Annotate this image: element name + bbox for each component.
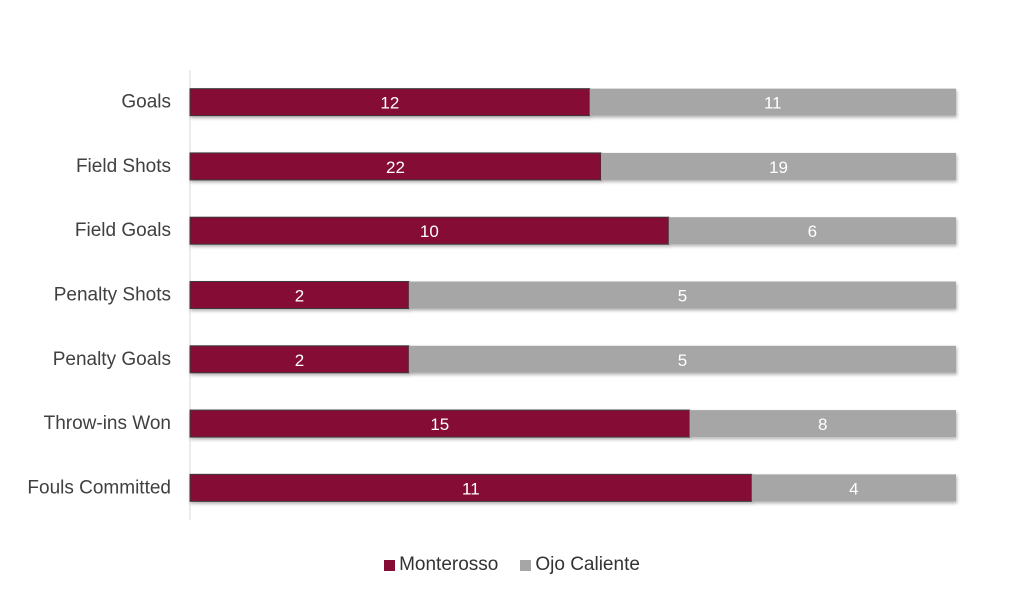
data-label: 15	[430, 415, 449, 434]
bar-monterosso	[189, 152, 602, 181]
data-label: 11	[764, 94, 782, 113]
bar-ojo-caliente	[408, 345, 956, 373]
category-label: Penalty Goals	[53, 349, 171, 370]
bar-ojo-caliente	[589, 88, 956, 116]
legend: Monterosso Ojo Caliente	[0, 554, 1024, 576]
data-label: 19	[769, 158, 788, 177]
category-label: Field Shots	[76, 156, 171, 177]
bar-monterosso	[189, 216, 670, 245]
legend-swatch-monterosso	[384, 559, 396, 571]
bar-monterosso	[189, 281, 410, 309]
category-label: Goals	[121, 92, 171, 113]
legend-label-ojo-caliente: Ojo Caliente	[535, 554, 640, 575]
legend-item-ojo-caliente: Ojo Caliente	[520, 554, 640, 576]
category-label: Penalty Shots	[54, 285, 171, 306]
bar-ojo-caliente	[668, 217, 956, 245]
data-label: 5	[678, 287, 687, 306]
bar-ojo-caliente	[689, 410, 956, 438]
legend-label-monterosso: Monterosso	[399, 554, 499, 575]
data-label: 11	[462, 479, 480, 498]
data-label: 4	[849, 479, 858, 498]
category-label: Field Goals	[75, 220, 171, 241]
category-label: Fouls Committed	[27, 477, 171, 498]
bar-monterosso	[189, 473, 753, 502]
data-label: 2	[295, 287, 304, 306]
data-label: 2	[295, 351, 304, 370]
bar-ojo-caliente	[601, 152, 956, 180]
legend-swatch-ojo-caliente	[520, 559, 532, 571]
data-label: 5	[678, 351, 687, 370]
legend-item-monterosso: Monterosso	[384, 554, 498, 576]
data-label: 10	[420, 222, 439, 241]
category-label: Throw-ins Won	[44, 413, 171, 434]
bar-ojo-caliente	[408, 281, 956, 309]
data-label: 8	[818, 415, 827, 434]
bar-ojo-caliente	[751, 474, 956, 502]
data-label: 22	[386, 158, 405, 177]
bar-monterosso	[189, 345, 410, 374]
data-label: 12	[380, 94, 399, 113]
bar-monterosso	[189, 409, 691, 438]
data-label: 6	[808, 222, 817, 241]
